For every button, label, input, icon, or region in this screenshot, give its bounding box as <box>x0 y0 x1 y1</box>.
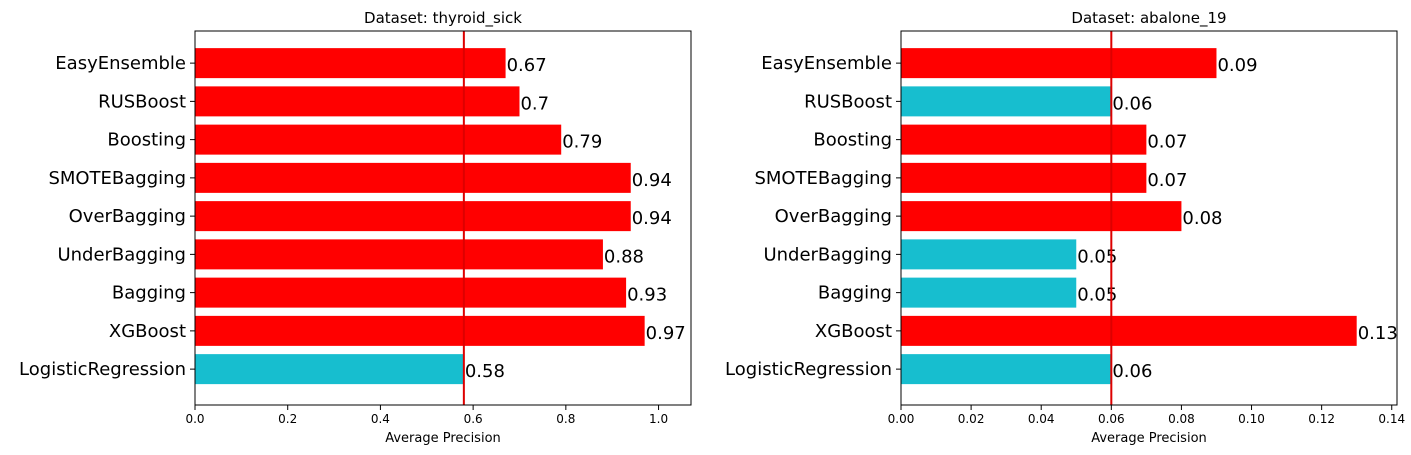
value-label: 0.07 <box>1147 132 1187 153</box>
value-label: 0.06 <box>1112 361 1152 382</box>
chart-title: Dataset: abalone_19 <box>1071 9 1226 28</box>
value-label: 0.58 <box>465 361 505 382</box>
bar-RUSBoost <box>195 86 520 117</box>
value-label: 0.13 <box>1358 323 1398 344</box>
category-label: SMOTEBagging <box>754 168 892 189</box>
bar-RUSBoost <box>901 86 1112 117</box>
value-label: 0.79 <box>562 132 602 153</box>
x-tick-label: 0.4 <box>371 412 390 426</box>
bar-OverBagging <box>195 201 631 232</box>
value-label: 0.67 <box>507 55 547 76</box>
category-label: EasyEnsemble <box>55 53 186 74</box>
bar-SMOTEBagging <box>195 162 631 193</box>
x-tick-label: 0.12 <box>1308 412 1335 426</box>
bar-OverBagging <box>901 201 1182 232</box>
chart-panel-2: Dataset: abalone_19 EasyEnsemble 0.09 RUSBo… <box>725 9 1405 446</box>
value-label: 0.05 <box>1077 285 1117 306</box>
x-tick-label: 0.02 <box>958 412 985 426</box>
category-label: OverBagging <box>69 206 186 227</box>
category-label: Bagging <box>112 283 186 304</box>
bar-LogisticRegression <box>901 354 1112 385</box>
category-label: LogisticRegression <box>725 359 892 380</box>
x-tick-label: 0.0 <box>185 412 204 426</box>
category-label: RUSBoost <box>804 91 892 112</box>
value-label: 0.97 <box>646 323 686 344</box>
x-axis-label: Average Precision <box>1091 431 1207 446</box>
value-label: 0.93 <box>627 285 667 306</box>
category-label: RUSBoost <box>98 91 186 112</box>
bar-LogisticRegression <box>195 354 464 385</box>
bar-SMOTEBagging <box>901 162 1147 193</box>
x-axis-label: Average Precision <box>385 431 501 446</box>
value-label: 0.94 <box>632 170 672 191</box>
bar-EasyEnsemble <box>901 48 1217 79</box>
value-label: 0.05 <box>1077 246 1117 267</box>
category-label: SMOTEBagging <box>48 168 186 189</box>
bar-Boosting <box>901 124 1147 155</box>
chart-panel-1: Dataset: thyroid_sick EasyEnsemble 0.67 RUS… <box>19 9 692 446</box>
bar-Boosting <box>195 124 562 155</box>
x-tick-label: 0.06 <box>1098 412 1125 426</box>
x-tick-label: 0.2 <box>278 412 297 426</box>
category-label: XGBoost <box>815 321 892 342</box>
category-label: UnderBagging <box>57 244 186 265</box>
value-label: 0.7 <box>520 93 549 114</box>
bar-XGBoost <box>195 315 645 346</box>
value-label: 0.88 <box>604 246 644 267</box>
category-label: Bagging <box>818 283 892 304</box>
value-label: 0.06 <box>1112 93 1152 114</box>
value-label: 0.07 <box>1147 170 1187 191</box>
plot-frame <box>194 30 692 406</box>
bar-EasyEnsemble <box>195 48 506 79</box>
value-label: 0.94 <box>632 208 672 229</box>
x-tick-label: 0.6 <box>464 412 483 426</box>
chart-title: Dataset: thyroid_sick <box>364 9 522 28</box>
plot-frame <box>900 30 1398 406</box>
x-tick-label: 0.04 <box>1028 412 1055 426</box>
x-tick-label: 0.8 <box>556 412 575 426</box>
category-label: EasyEnsemble <box>761 53 892 74</box>
x-tick-label: 0.10 <box>1238 412 1265 426</box>
category-label: LogisticRegression <box>19 359 186 380</box>
category-label: XGBoost <box>109 321 186 342</box>
bar-UnderBagging <box>901 239 1077 270</box>
bar-Bagging <box>901 277 1077 308</box>
bar-XGBoost <box>901 315 1357 346</box>
x-tick-label: 0.14 <box>1378 412 1405 426</box>
x-tick-label: 1.0 <box>649 412 668 426</box>
x-tick-label: 0.08 <box>1168 412 1195 426</box>
bar-Bagging <box>195 277 627 308</box>
value-label: 0.08 <box>1182 208 1222 229</box>
category-label: Boosting <box>107 130 186 151</box>
x-tick-label: 0.00 <box>888 412 915 426</box>
category-label: OverBagging <box>775 206 892 227</box>
bar-UnderBagging <box>195 239 603 270</box>
category-label: UnderBagging <box>763 244 892 265</box>
category-label: Boosting <box>813 130 892 151</box>
value-label: 0.09 <box>1217 55 1257 76</box>
